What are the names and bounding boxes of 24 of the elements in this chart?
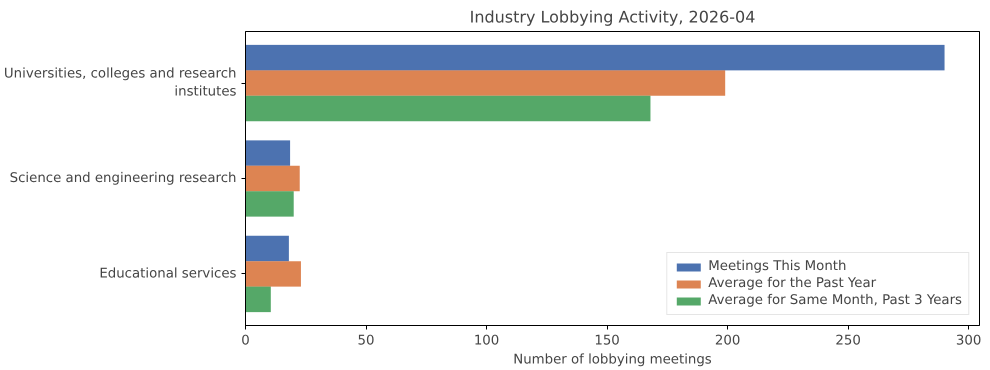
x-tick-label: 300 <box>956 334 982 348</box>
legend-label: Meetings This Month <box>708 259 846 274</box>
x-tick-label: 50 <box>358 334 375 348</box>
bar <box>246 286 271 312</box>
x-tick-label: 250 <box>835 334 861 348</box>
bar <box>246 70 726 96</box>
y-tick-label: Educational services <box>99 266 237 282</box>
x-tick-label: 0 <box>241 334 250 348</box>
y-tick-label: Universities, colleges and research institutes <box>4 66 237 100</box>
bar <box>246 44 945 70</box>
x-tick-label: 100 <box>474 334 500 348</box>
bar <box>246 166 300 192</box>
bar <box>246 236 289 262</box>
x-tick-label: 200 <box>714 334 740 348</box>
x-tick-label: 150 <box>594 334 620 348</box>
legend-label: Average for Same Month, Past 3 Years <box>708 293 962 308</box>
y-tick-label: Science and engineering research <box>10 171 236 186</box>
x-axis-title: Number of lobbying meetings <box>513 352 712 368</box>
bar <box>246 191 294 217</box>
bar <box>246 261 301 287</box>
chart-title: Industry Lobbying Activity, 2026-04 <box>470 8 756 26</box>
legend-label: Average for the Past Year <box>708 276 876 291</box>
bar <box>246 96 650 122</box>
bar <box>246 140 290 166</box>
